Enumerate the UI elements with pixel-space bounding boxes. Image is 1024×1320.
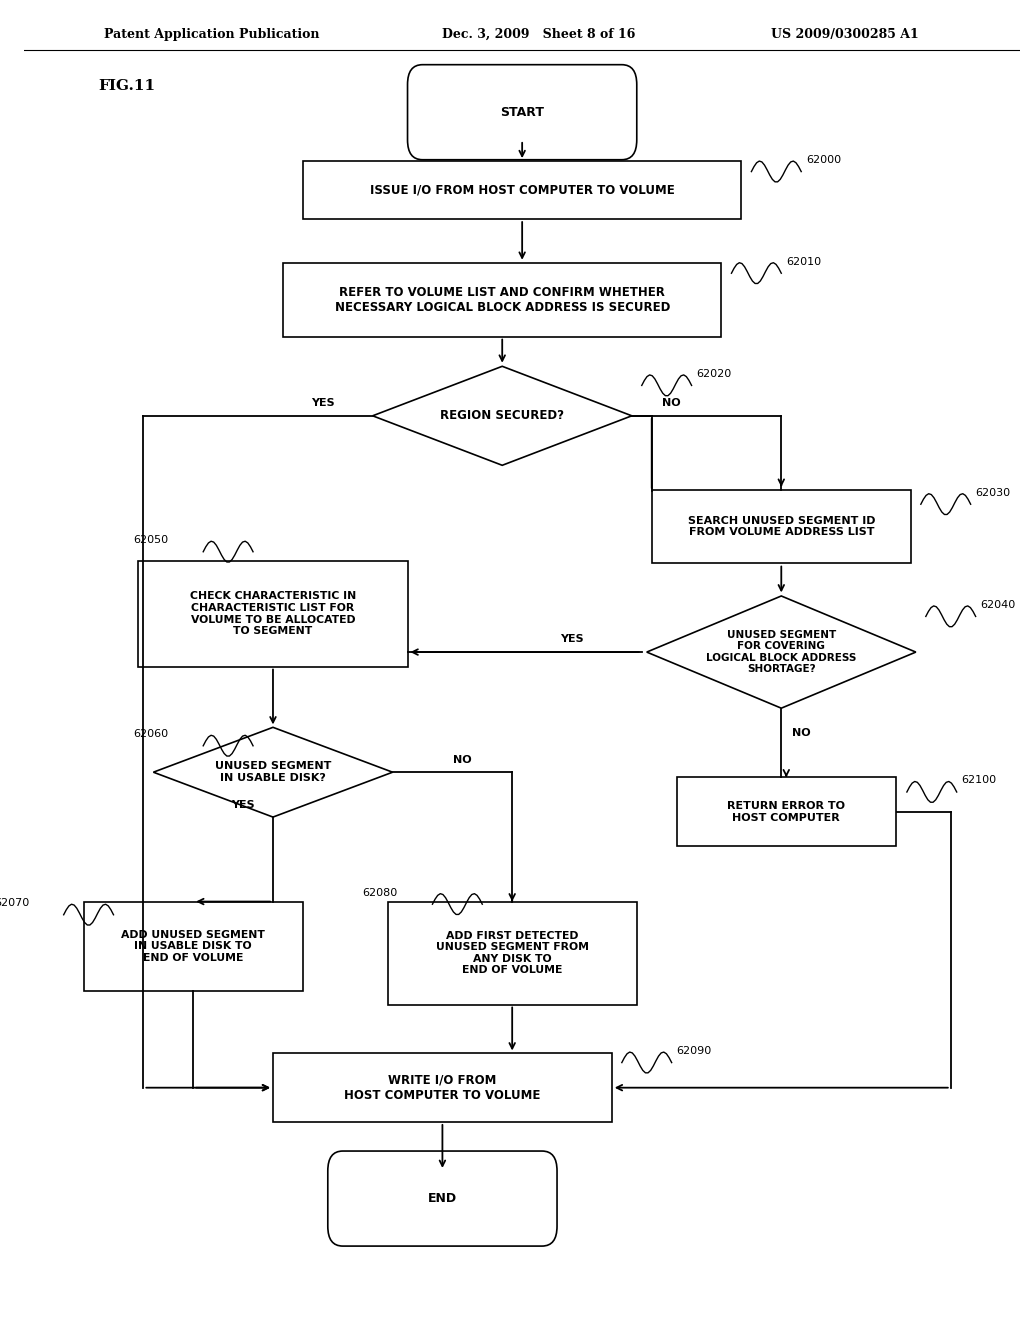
Text: WRITE I/O FROM
HOST COMPUTER TO VOLUME: WRITE I/O FROM HOST COMPUTER TO VOLUME: [344, 1073, 541, 1102]
Text: 62060: 62060: [133, 729, 169, 739]
Text: NO: NO: [663, 397, 681, 408]
Text: NO: NO: [792, 727, 811, 738]
Text: YES: YES: [311, 397, 335, 408]
Text: REFER TO VOLUME LIST AND CONFIRM WHETHER
NECESSARY LOGICAL BLOCK ADDRESS IS SECU: REFER TO VOLUME LIST AND CONFIRM WHETHER…: [335, 285, 670, 314]
Bar: [303, 161, 741, 219]
Text: RETURN ERROR TO
HOST COMPUTER: RETURN ERROR TO HOST COMPUTER: [727, 801, 845, 822]
Text: ISSUE I/O FROM HOST COMPUTER TO VOLUME: ISSUE I/O FROM HOST COMPUTER TO VOLUME: [370, 183, 675, 197]
Text: YES: YES: [231, 800, 255, 810]
Bar: [388, 902, 637, 1005]
Text: 62010: 62010: [786, 256, 821, 267]
Text: Dec. 3, 2009   Sheet 8 of 16: Dec. 3, 2009 Sheet 8 of 16: [442, 28, 636, 41]
FancyBboxPatch shape: [328, 1151, 557, 1246]
Polygon shape: [373, 366, 632, 465]
Text: 62090: 62090: [677, 1045, 712, 1056]
Polygon shape: [154, 727, 392, 817]
FancyBboxPatch shape: [408, 65, 637, 160]
Text: SEARCH UNUSED SEGMENT ID
FROM VOLUME ADDRESS LIST: SEARCH UNUSED SEGMENT ID FROM VOLUME ADD…: [687, 516, 876, 537]
Text: 62050: 62050: [133, 535, 169, 545]
Text: 62040: 62040: [981, 599, 1016, 610]
Polygon shape: [647, 597, 915, 708]
Text: 62030: 62030: [976, 487, 1011, 498]
Text: CHECK CHARACTERISTIC IN
CHARACTERISTIC LIST FOR
VOLUME TO BE ALLOCATED
TO SEGMEN: CHECK CHARACTERISTIC IN CHARACTERISTIC L…: [189, 591, 356, 636]
Text: START: START: [500, 106, 544, 119]
Text: FIG.11: FIG.11: [98, 79, 156, 92]
Text: 62070: 62070: [0, 898, 29, 908]
Bar: [273, 1053, 612, 1122]
Text: UNUSED SEGMENT
FOR COVERING
LOGICAL BLOCK ADDRESS
SHORTAGE?: UNUSED SEGMENT FOR COVERING LOGICAL BLOC…: [707, 630, 856, 675]
Bar: [84, 902, 303, 991]
Text: ADD UNUSED SEGMENT
IN USABLE DISK TO
END OF VOLUME: ADD UNUSED SEGMENT IN USABLE DISK TO END…: [121, 929, 265, 964]
Text: 62080: 62080: [362, 887, 398, 898]
Text: UNUSED SEGMENT
IN USABLE DISK?: UNUSED SEGMENT IN USABLE DISK?: [215, 762, 331, 783]
Text: ADD FIRST DETECTED
UNUSED SEGMENT FROM
ANY DISK TO
END OF VOLUME: ADD FIRST DETECTED UNUSED SEGMENT FROM A…: [435, 931, 589, 975]
Text: NO: NO: [453, 755, 472, 766]
Bar: [677, 777, 896, 846]
Text: 62000: 62000: [806, 154, 842, 165]
Text: REGION SECURED?: REGION SECURED?: [440, 409, 564, 422]
Text: US 2009/0300285 A1: US 2009/0300285 A1: [771, 28, 920, 41]
Text: END: END: [428, 1192, 457, 1205]
Bar: [138, 561, 408, 667]
Text: 62100: 62100: [962, 775, 996, 785]
Text: 62020: 62020: [696, 368, 732, 379]
Bar: [283, 263, 722, 337]
Text: Patent Application Publication: Patent Application Publication: [103, 28, 319, 41]
Bar: [651, 491, 911, 562]
Text: YES: YES: [560, 634, 584, 644]
